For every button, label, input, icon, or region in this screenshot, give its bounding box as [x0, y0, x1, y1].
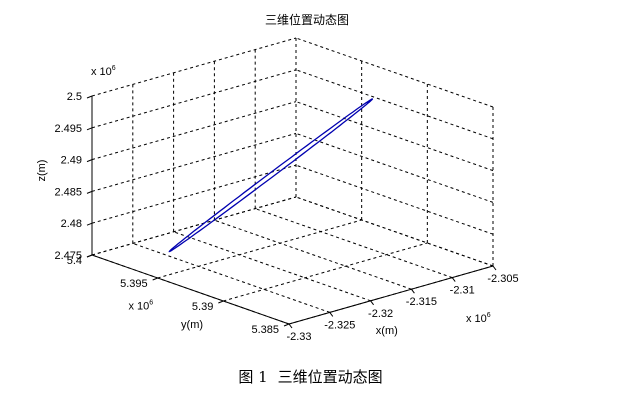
- grid-line: [295, 69, 494, 140]
- grid-line: [173, 231, 371, 302]
- y-axis-line: [91, 254, 290, 325]
- grid-line: [91, 69, 297, 129]
- x-tick-label: -2.315: [406, 296, 437, 308]
- figure-caption: 图 1 三维位置动态图: [0, 366, 621, 387]
- x-tick-label: -2.33: [286, 331, 311, 343]
- z-tick-label: 2.495: [54, 123, 82, 135]
- z-tick-label: 2.485: [54, 186, 82, 198]
- y-exponent-label: x 106: [129, 300, 154, 313]
- grid-line: [223, 242, 428, 302]
- y-tick: [218, 300, 224, 304]
- x-tick: [451, 277, 456, 282]
- x-tick: [370, 300, 375, 306]
- grid-line: [157, 219, 362, 279]
- z-tick: [86, 127, 93, 131]
- x-tick: [410, 288, 415, 294]
- y-axis-label: y(m): [181, 319, 203, 331]
- grid-line: [295, 37, 494, 108]
- grid-line: [295, 164, 494, 235]
- grid-line: [295, 196, 494, 267]
- grid-line: [91, 164, 297, 224]
- caption-text: 三维位置动态图: [277, 368, 383, 386]
- z-tick: [86, 190, 93, 194]
- grid-line: [91, 37, 297, 97]
- grid-line: [91, 196, 297, 256]
- x-tick-label: -2.325: [324, 319, 355, 331]
- grid-line: [214, 219, 412, 290]
- grid-line: [91, 132, 297, 192]
- x-tick-label: -2.31: [450, 285, 475, 297]
- x-axis-line: [288, 265, 494, 325]
- z-tick-label: 2.5: [67, 91, 82, 103]
- y-tick-label: 5.4: [67, 255, 82, 267]
- plot-axes: -2.33 -2.325 -2.32 -2.315 -2.31 -2.305 5.385 5.…: [36, 37, 519, 343]
- x-tick-label: -2.305: [487, 273, 518, 285]
- z-tick-label: 2.48: [61, 218, 82, 230]
- z-tick-label: 2.49: [61, 155, 82, 167]
- x-axis-label: x(m): [376, 325, 398, 337]
- x-tick: [492, 265, 497, 271]
- grid-line: [295, 132, 494, 203]
- x-exponent-label: x 106: [466, 312, 491, 325]
- z-tick: [86, 222, 93, 226]
- x-tick: [288, 323, 293, 329]
- z-tick: [86, 95, 93, 99]
- x-tick: [329, 312, 334, 317]
- trajectory-line: [168, 98, 374, 253]
- grid-line: [255, 208, 453, 279]
- grid-line: [91, 101, 297, 161]
- z-axis-label: z(m): [36, 160, 48, 182]
- y-tick: [152, 277, 158, 281]
- caption-number: 图 1: [238, 368, 268, 386]
- chart-title: 三维位置动态图: [265, 12, 349, 27]
- z-tick: [86, 159, 93, 163]
- grid-line: [132, 242, 330, 313]
- grid-line: [295, 101, 494, 172]
- y-tick-label: 5.395: [120, 278, 148, 290]
- y-tick-label: 5.385: [251, 324, 279, 336]
- z-tick: [86, 254, 93, 258]
- z-tick-label: 2.475: [54, 250, 82, 262]
- z-exponent-label: x 106: [91, 65, 116, 78]
- x-tick-label: -2.32: [368, 308, 393, 320]
- y-tick-label: 5.39: [192, 301, 213, 313]
- y-tick: [283, 323, 290, 327]
